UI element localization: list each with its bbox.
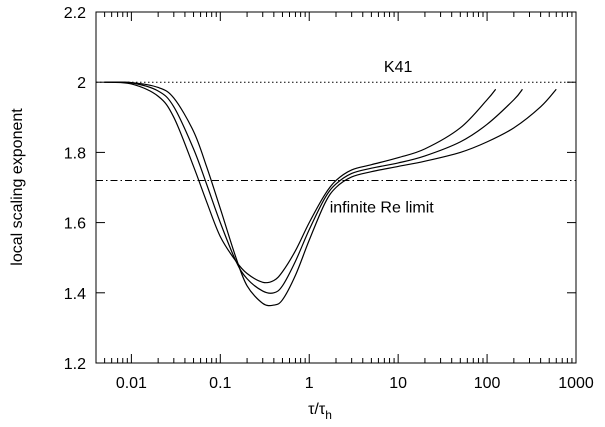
x-tick-label-4: 100 — [474, 375, 501, 392]
reference-line-label-0: K41 — [384, 59, 413, 76]
series-line-2 — [104, 81, 557, 307]
series-line-1 — [104, 81, 523, 294]
label-group: K41 infinite Re limit — [330, 59, 435, 216]
series-group — [104, 81, 557, 307]
y-tick-label-0: 1.2 — [64, 356, 86, 373]
x-axis-title-main: τ/τ — [308, 401, 326, 418]
y-tick-label-1: 1.4 — [64, 286, 86, 303]
x-tick-label-0: 0.01 — [116, 375, 147, 392]
x-tick-label-2: 1 — [305, 375, 314, 392]
tick-group: 0.01 0.1 1 10 100 1000 1.2 1.4 1.6 1.8 2 2.2 — [64, 5, 594, 392]
y-tick-label-5: 2.2 — [64, 5, 86, 22]
x-tick-label-3: 10 — [389, 375, 407, 392]
x-axis-title: τ/τh — [308, 401, 332, 422]
reference-line-label-1: infinite Re limit — [330, 199, 435, 216]
y-tick-label-4: 2 — [77, 75, 86, 92]
y-tick-label-3: 1.8 — [64, 145, 86, 162]
y-tick-label-2: 1.6 — [64, 216, 86, 233]
x-tick-label-5: 1000 — [558, 375, 594, 392]
x-tick-label-1: 0.1 — [209, 375, 231, 392]
series-line-0 — [104, 81, 497, 284]
y-axis-title: local scaling exponent — [9, 108, 26, 266]
reference-lines — [96, 81, 576, 181]
x-axis-title-sub: h — [325, 408, 332, 422]
